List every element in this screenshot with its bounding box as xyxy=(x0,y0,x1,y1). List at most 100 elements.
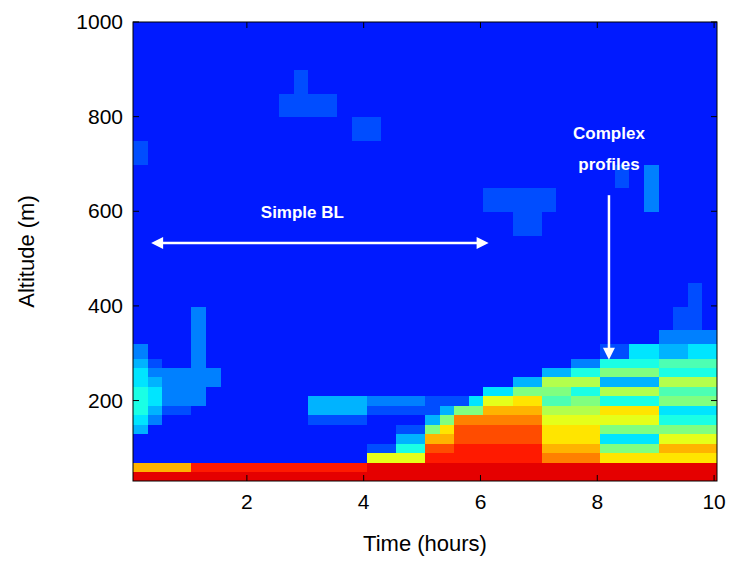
cell xyxy=(440,367,455,377)
cell xyxy=(352,211,367,235)
cell xyxy=(235,405,250,415)
cell xyxy=(264,424,279,434)
cell xyxy=(659,330,674,345)
cell xyxy=(250,117,265,141)
cell xyxy=(629,377,644,387)
cell xyxy=(367,93,382,117)
cell xyxy=(191,117,206,141)
cell xyxy=(308,140,323,164)
cell xyxy=(702,367,717,377)
cell xyxy=(221,188,236,212)
cell xyxy=(294,344,309,359)
cell xyxy=(513,405,528,415)
cell xyxy=(381,22,396,46)
cell xyxy=(688,462,703,472)
cell xyxy=(148,164,163,188)
cell xyxy=(469,211,484,235)
cell xyxy=(571,235,586,259)
cell xyxy=(469,358,484,368)
cell xyxy=(352,396,367,406)
cell xyxy=(629,424,644,434)
cell xyxy=(235,235,250,259)
cell xyxy=(469,344,484,359)
cell xyxy=(513,140,528,164)
cell xyxy=(264,434,279,444)
annotation-line: Complex xyxy=(573,124,645,143)
cell xyxy=(513,472,528,481)
cell xyxy=(542,453,557,463)
cell xyxy=(629,69,644,93)
cell xyxy=(542,211,557,235)
cell xyxy=(440,22,455,46)
cell xyxy=(483,282,498,306)
cell xyxy=(542,259,557,283)
cell xyxy=(644,377,659,387)
cell xyxy=(513,235,528,259)
cell xyxy=(410,46,425,70)
cell xyxy=(615,306,630,330)
cell xyxy=(498,306,513,330)
cell xyxy=(177,93,192,117)
cell xyxy=(556,405,571,415)
cell xyxy=(396,396,411,406)
cell xyxy=(440,424,455,434)
cell xyxy=(250,472,265,481)
cell xyxy=(659,386,674,396)
cell xyxy=(396,472,411,481)
cell xyxy=(644,117,659,141)
cell xyxy=(323,306,338,330)
cell xyxy=(469,306,484,330)
cell xyxy=(133,443,148,453)
cell xyxy=(688,188,703,212)
cell xyxy=(673,140,688,164)
cell xyxy=(148,386,163,396)
y-tick xyxy=(133,211,139,212)
cell xyxy=(250,405,265,415)
cell xyxy=(454,462,469,472)
cell xyxy=(586,443,601,453)
cell xyxy=(673,282,688,306)
cell xyxy=(381,235,396,259)
cell xyxy=(381,117,396,141)
cell xyxy=(586,282,601,306)
cell xyxy=(162,472,177,481)
cell xyxy=(688,330,703,345)
cell xyxy=(133,396,148,406)
cell xyxy=(673,117,688,141)
cell xyxy=(571,344,586,359)
cell xyxy=(659,93,674,117)
cell xyxy=(148,211,163,235)
cell xyxy=(542,424,557,434)
cell xyxy=(381,330,396,345)
plot-frame xyxy=(133,22,717,481)
cell xyxy=(644,46,659,70)
cell xyxy=(454,453,469,463)
cell xyxy=(177,188,192,212)
cell xyxy=(410,211,425,235)
cell xyxy=(702,443,717,453)
cell xyxy=(469,377,484,387)
cell xyxy=(440,164,455,188)
cell xyxy=(323,462,338,472)
cell xyxy=(542,117,557,141)
cell xyxy=(352,358,367,368)
cell xyxy=(454,358,469,368)
cell xyxy=(381,415,396,425)
cell xyxy=(250,386,265,396)
cell xyxy=(527,46,542,70)
cell xyxy=(629,462,644,472)
cell xyxy=(586,306,601,330)
cell xyxy=(615,405,630,415)
cell xyxy=(527,282,542,306)
cell xyxy=(556,415,571,425)
cell xyxy=(542,377,557,387)
cell xyxy=(352,164,367,188)
cell xyxy=(586,472,601,481)
cell xyxy=(542,93,557,117)
cell xyxy=(294,164,309,188)
cell xyxy=(688,164,703,188)
cell xyxy=(498,46,513,70)
cell xyxy=(571,93,586,117)
cell xyxy=(396,211,411,235)
cell xyxy=(294,117,309,141)
